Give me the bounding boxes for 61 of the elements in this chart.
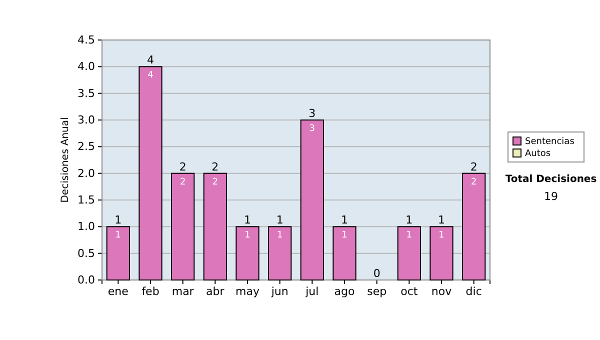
x-tick-label: ago xyxy=(334,284,355,298)
y-tick-label: 1.0 xyxy=(78,220,95,234)
x-tick-label: mar xyxy=(172,284,194,298)
x-tick-label: feb xyxy=(142,284,160,298)
y-tick-label: 0.5 xyxy=(78,246,95,260)
data-label: 2 xyxy=(470,177,477,188)
x-tick-label: ene xyxy=(108,284,129,298)
y-tick-label: 4.5 xyxy=(78,34,95,47)
legend-label: Autos xyxy=(525,149,551,159)
total-label: 1 xyxy=(438,214,445,227)
x-tick-label: may xyxy=(236,284,260,298)
bar xyxy=(268,226,292,280)
bar xyxy=(462,172,486,280)
data-label: 2 xyxy=(212,177,218,188)
x-tick-label: sep xyxy=(367,284,387,298)
total-label: 2 xyxy=(179,160,186,174)
total-label: 3 xyxy=(308,107,316,120)
total-label: 0 xyxy=(373,267,380,280)
y-tick-label: 1.5 xyxy=(78,194,95,207)
x-tick-label: dic xyxy=(466,284,482,298)
y-tick-label: 3.5 xyxy=(78,86,95,100)
text: 19 xyxy=(544,190,558,203)
data-label: 4 xyxy=(148,70,154,81)
x-tick-label: oct xyxy=(400,284,418,298)
total-label: 2 xyxy=(470,160,478,174)
bar xyxy=(430,226,454,280)
total-label: 1 xyxy=(244,214,251,227)
x-tick-label: abr xyxy=(206,284,225,298)
bar xyxy=(138,66,162,280)
x-tick-label: nov xyxy=(431,284,452,298)
data-label: 1 xyxy=(244,230,250,241)
bar xyxy=(236,226,260,280)
total-label: 4 xyxy=(147,54,154,67)
data-label: 2 xyxy=(180,177,186,188)
total-label: 1 xyxy=(276,214,284,227)
x-tick-label: jul xyxy=(304,284,319,298)
bar xyxy=(171,172,195,280)
bar xyxy=(106,226,130,280)
y-tick-label: 2.0 xyxy=(78,166,95,180)
total-label: 2 xyxy=(212,160,219,174)
total-label: 1 xyxy=(114,214,122,227)
bar xyxy=(397,226,421,280)
y-tick-label: 2.5 xyxy=(78,140,95,154)
data-label: 1 xyxy=(342,230,348,241)
data-label: 3 xyxy=(309,124,316,134)
y-tick-label: 0.0 xyxy=(78,274,95,287)
bar xyxy=(300,120,324,280)
legend-label: Sentencias xyxy=(525,137,575,147)
bar xyxy=(203,172,227,280)
data-label: 1 xyxy=(406,230,412,241)
total-label: 1 xyxy=(406,214,413,227)
x-tick-label: jun xyxy=(270,284,288,298)
bar xyxy=(332,226,356,280)
data-label: 1 xyxy=(438,230,444,241)
data-label: 1 xyxy=(115,230,122,241)
total-label: 1 xyxy=(341,214,348,227)
text: Total Decisiones xyxy=(505,174,597,185)
y-tick-label: 4.0 xyxy=(78,60,95,74)
y-tick-label: 3.0 xyxy=(78,114,95,127)
y-axis-title: Decisiones Anual xyxy=(60,117,71,203)
data-label: 1 xyxy=(276,230,283,241)
